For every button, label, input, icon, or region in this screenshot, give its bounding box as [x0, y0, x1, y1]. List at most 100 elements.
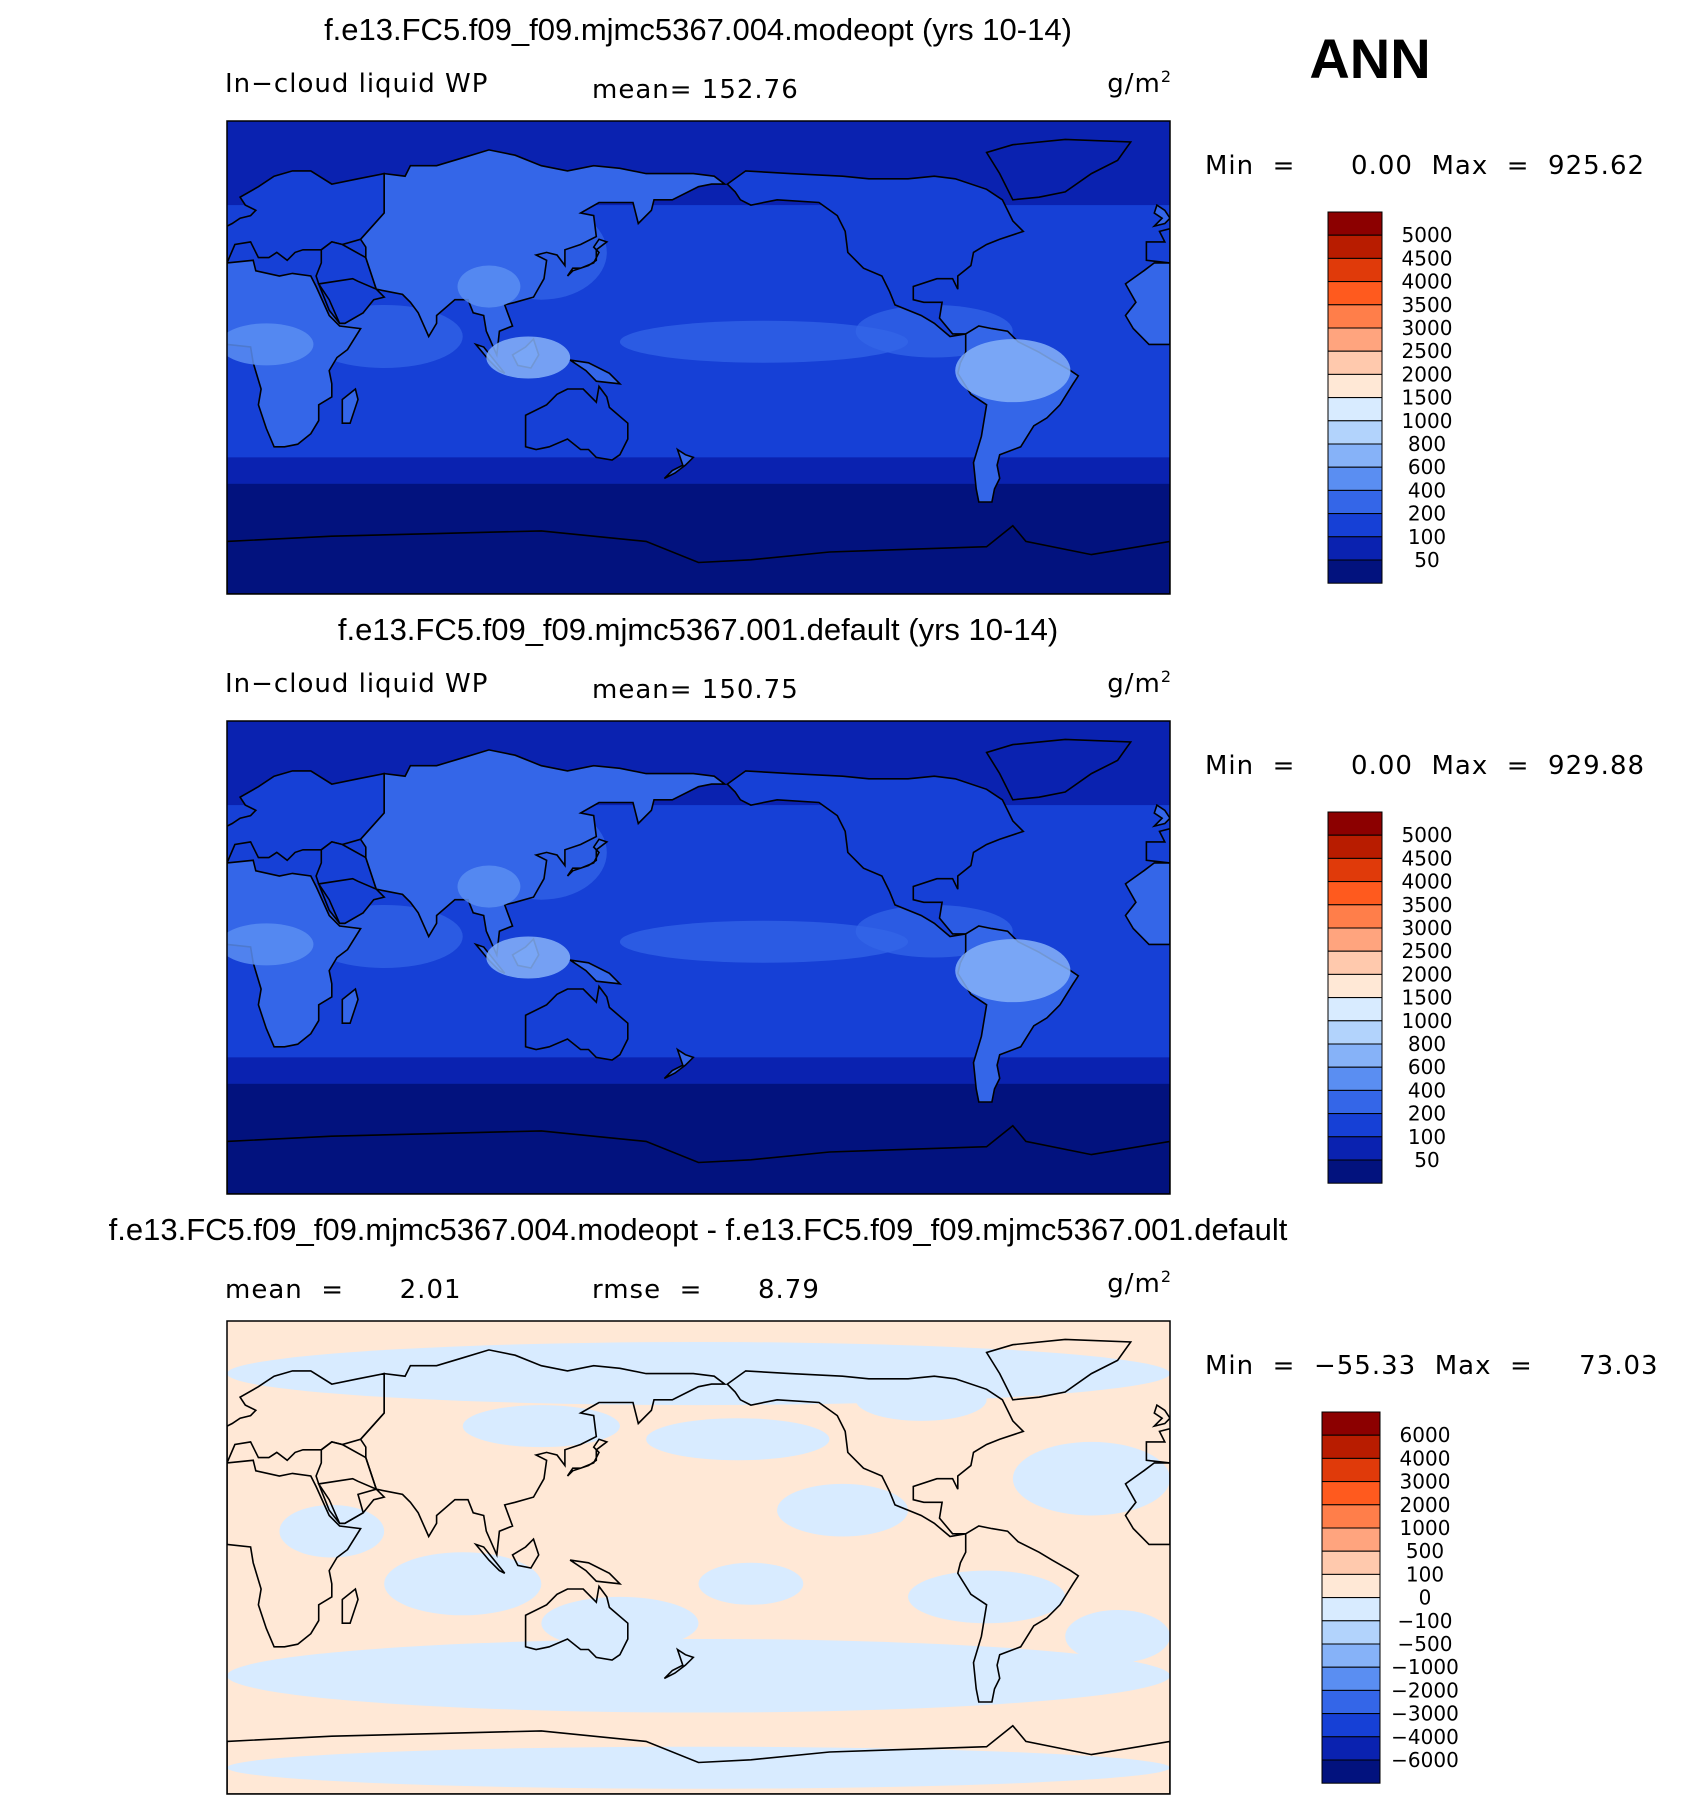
colorbar-tick-label: 1000 [1402, 409, 1453, 433]
coastline-uk [1151, 1403, 1170, 1428]
colorbar: 5000450040003500300025002000150010008006… [1327, 211, 1453, 584]
negative-patch [279, 1504, 385, 1558]
map-plot [226, 720, 1171, 1195]
coastline-uk [1151, 203, 1170, 228]
colorbar-tick-label: 4500 [1402, 246, 1453, 270]
colorbar-swatch [1321, 1573, 1381, 1599]
coastline-arabia [317, 877, 386, 925]
colorbar-swatch [1327, 1066, 1383, 1091]
negative-patch [227, 1746, 1170, 1789]
coastline-borneo [511, 1537, 540, 1569]
colorbar-tick-label: −500 [1398, 1632, 1453, 1656]
colorbar-swatch [1327, 904, 1383, 929]
colorbar-tick-label: 1500 [1402, 386, 1453, 410]
colorbar-swatch [1327, 304, 1383, 329]
negative-patch [855, 1378, 987, 1421]
colorbar-tick-label: 3000 [1402, 916, 1453, 940]
coastline-japan [566, 238, 609, 277]
colorbar-tick-label: 5000 [1402, 223, 1453, 247]
colorbar-swatch [1321, 1434, 1381, 1459]
coastline-asia_main [359, 149, 728, 358]
panel-title: f.e13.FC5.f09_f09.mjmc5367.004.modeopt (… [324, 12, 1072, 47]
colorbar-swatch [1327, 281, 1383, 306]
coastline-madagascar [341, 987, 359, 1025]
coastline-asia_main [359, 1349, 728, 1558]
colorbar-swatch [1327, 257, 1383, 283]
coastline-antarctica [227, 1124, 1170, 1194]
colorbar-tick-label: 0 [1419, 1586, 1432, 1610]
units-label: g/m2 [1107, 67, 1172, 99]
colorbar-swatch [1327, 234, 1383, 259]
colorbar-tick-label: 1000 [1402, 1009, 1453, 1033]
colorbar-swatch [1327, 1089, 1383, 1115]
coastline-japan [566, 838, 609, 877]
colorbar-swatch [1327, 513, 1383, 538]
negative-patch [777, 1483, 909, 1537]
panel-difference: f.e13.FC5.f09_f09.mjmc5367.004.modeopt -… [109, 1212, 1659, 1795]
colorbar-swatch [1321, 1597, 1381, 1622]
colorbar-tick-label: 3000 [1400, 1470, 1451, 1494]
colorbar-swatch [1327, 1043, 1383, 1068]
colorbar-swatch [1327, 881, 1383, 906]
value-patch [227, 923, 314, 966]
colorbar-swatch [1327, 950, 1383, 975]
variable-label: In−cloud liquid WP [225, 69, 488, 99]
min-max-label: Min = −55.33 Max = 73.03 [1205, 1351, 1659, 1381]
variable-label: In−cloud liquid WP [225, 669, 488, 699]
colorbar-tick-label: 100 [1406, 1562, 1444, 1586]
colorbar-swatch [1327, 559, 1383, 584]
negative-patch [227, 1638, 1170, 1713]
units-text: g/m [1107, 669, 1161, 699]
coastline-newguinea [569, 359, 623, 385]
coastline-asia_main [359, 749, 728, 958]
units-exponent: 2 [1161, 667, 1172, 686]
value-patch [457, 865, 521, 908]
colorbar-swatch [1327, 997, 1383, 1022]
value-patch [955, 339, 1071, 403]
value-patch [619, 320, 909, 363]
panel-title: f.e13.FC5.f09_f09.mjmc5367.001.default (… [338, 612, 1058, 647]
coastline-arabia [317, 1477, 386, 1525]
colorbar-tick-label: 4000 [1402, 870, 1453, 894]
colorbar-swatch [1321, 1759, 1381, 1784]
colorbar-tick-label: −6000 [1391, 1748, 1459, 1772]
value-patch [486, 336, 571, 379]
coastline-europe_w [1145, 227, 1170, 264]
mean-label: mean= 150.75 [592, 675, 799, 705]
value-patch [619, 920, 909, 963]
colorbar-swatch [1321, 1620, 1381, 1645]
coastline-nz [663, 1047, 695, 1080]
colorbar-tick-label: 2500 [1402, 939, 1453, 963]
units-text: g/m [1107, 69, 1161, 99]
colorbar-swatch [1327, 397, 1383, 422]
coastline-australia [524, 984, 629, 1061]
coastline-nz [663, 447, 695, 480]
colorbar-swatch [1327, 973, 1383, 999]
colorbar-swatch [1321, 1550, 1381, 1575]
coastline-newguinea [569, 1559, 623, 1585]
colorbar-tick-label: 1500 [1402, 986, 1453, 1010]
colorbar-tick-label: −100 [1398, 1609, 1453, 1633]
colorbar-swatch [1327, 811, 1383, 836]
colorbar-swatch [1321, 1666, 1381, 1691]
mean-label: mean = 2.01 [225, 1275, 462, 1305]
colorbar-tick-label: 100 [1408, 525, 1446, 549]
negative-patch [646, 1418, 830, 1461]
colorbar-swatch [1327, 443, 1383, 468]
colorbar-tick-label: −2000 [1391, 1678, 1459, 1702]
colorbar-tick-label: 4000 [1402, 270, 1453, 294]
colorbar-swatch [1327, 857, 1383, 883]
panel-default: f.e13.FC5.f09_f09.mjmc5367.001.default (… [225, 612, 1644, 1195]
map-frame [226, 1320, 1171, 1795]
value-patch [227, 323, 314, 366]
colorbar-tick-label: 800 [1408, 432, 1446, 456]
negative-patch [698, 1562, 804, 1605]
colorbar-tick-label: 2000 [1402, 362, 1453, 386]
colorbar-swatch [1321, 1504, 1381, 1529]
negative-patch [462, 1405, 620, 1448]
colorbar-tick-label: 50 [1414, 548, 1439, 572]
colorbar-swatch [1321, 1713, 1381, 1738]
colorbar-swatch [1327, 211, 1383, 236]
colorbar-swatch [1327, 1113, 1383, 1138]
